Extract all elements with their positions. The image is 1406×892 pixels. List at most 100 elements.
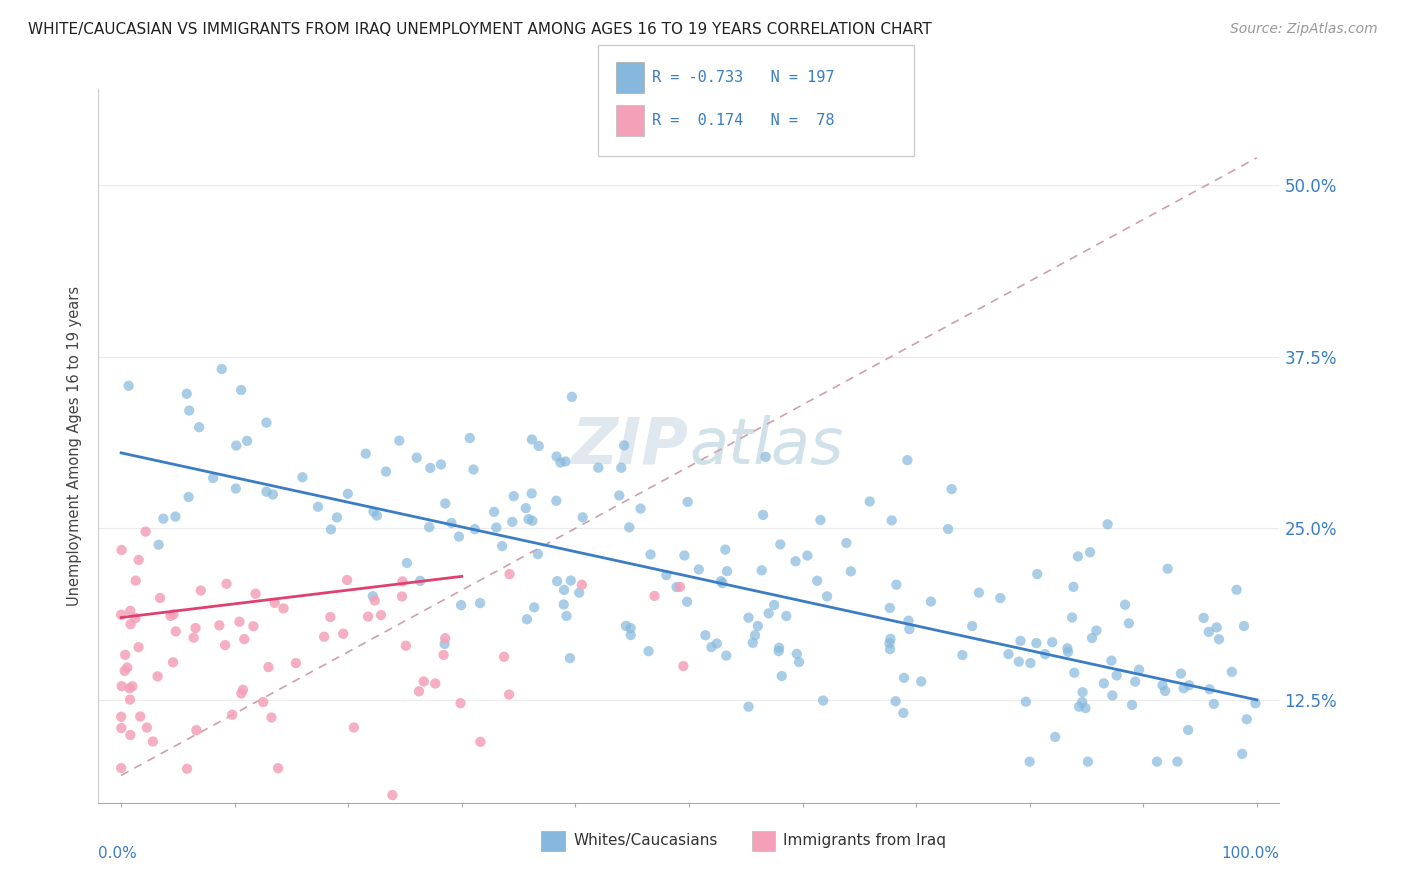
Point — [676, 495, 699, 509]
Point — [254, 484, 277, 499]
Point — [1118, 616, 1140, 631]
Point — [257, 660, 280, 674]
Point — [1071, 685, 1094, 699]
Point — [179, 403, 201, 417]
Point — [810, 513, 832, 527]
Point — [114, 664, 136, 678]
Point — [1033, 647, 1056, 661]
Point — [550, 456, 572, 470]
Point — [988, 591, 1011, 606]
Point — [1071, 695, 1094, 709]
Point — [811, 693, 834, 707]
Point — [1177, 723, 1199, 737]
Point — [1078, 545, 1101, 559]
Point — [787, 655, 810, 669]
Point — [737, 610, 759, 624]
Text: R = -0.733   N = 197: R = -0.733 N = 197 — [652, 70, 835, 85]
Point — [388, 434, 411, 448]
Point — [711, 576, 734, 591]
Point — [630, 501, 652, 516]
Point — [898, 622, 921, 636]
Point — [494, 649, 516, 664]
Point — [405, 450, 427, 465]
Point — [676, 595, 699, 609]
Point — [129, 709, 152, 723]
Point — [430, 458, 453, 472]
Point — [665, 580, 688, 594]
Point — [859, 494, 882, 508]
Point — [768, 640, 790, 655]
Point — [619, 520, 641, 534]
Point — [620, 628, 643, 642]
Point — [1233, 619, 1256, 633]
Point — [1105, 668, 1128, 682]
Point — [120, 617, 142, 632]
Point — [245, 587, 267, 601]
Point — [553, 598, 575, 612]
Point — [523, 600, 546, 615]
Point — [1101, 654, 1123, 668]
Point — [232, 682, 254, 697]
Point — [221, 707, 243, 722]
Point — [124, 611, 146, 625]
Point — [381, 788, 404, 802]
Point — [1244, 696, 1267, 710]
Point — [470, 735, 492, 749]
Point — [148, 538, 170, 552]
Point — [319, 610, 342, 624]
Point — [412, 674, 434, 689]
Point — [806, 574, 828, 588]
Point — [1097, 517, 1119, 532]
Point — [1085, 624, 1108, 638]
Point — [450, 598, 472, 612]
Point — [1123, 674, 1146, 689]
Point — [186, 723, 208, 738]
Point — [786, 647, 808, 661]
Point — [491, 539, 513, 553]
Point — [763, 598, 786, 612]
Point — [527, 547, 550, 561]
Point — [752, 508, 775, 522]
Point — [354, 447, 377, 461]
Point — [118, 681, 141, 696]
Point — [433, 637, 456, 651]
Point — [434, 496, 457, 510]
Point — [366, 508, 388, 523]
Point — [1074, 701, 1097, 715]
Point — [221, 809, 243, 823]
Point — [418, 520, 440, 534]
Point — [149, 591, 172, 605]
Point — [515, 501, 537, 516]
Point — [553, 582, 575, 597]
Point — [115, 660, 138, 674]
Point — [1015, 695, 1038, 709]
Point — [326, 510, 349, 524]
Point — [254, 416, 277, 430]
Point — [897, 614, 920, 628]
Point — [700, 640, 723, 654]
Point — [482, 505, 505, 519]
Text: atlas: atlas — [689, 415, 844, 477]
Point — [835, 536, 858, 550]
Point — [498, 688, 520, 702]
Point — [1062, 580, 1084, 594]
Point — [1128, 663, 1150, 677]
Point — [468, 596, 491, 610]
Point — [1019, 656, 1042, 670]
Point — [485, 520, 508, 534]
Point — [1198, 624, 1220, 639]
Point — [1025, 636, 1047, 650]
Point — [440, 516, 463, 530]
Point — [920, 594, 942, 608]
Point — [146, 669, 169, 683]
Point — [434, 632, 457, 646]
Point — [886, 578, 908, 592]
Point — [1202, 697, 1225, 711]
Point — [228, 615, 250, 629]
Point — [395, 639, 418, 653]
Point — [1045, 730, 1067, 744]
Point — [120, 728, 142, 742]
Point — [176, 386, 198, 401]
Point — [464, 522, 486, 536]
Text: Source: ZipAtlas.com: Source: ZipAtlas.com — [1230, 22, 1378, 37]
